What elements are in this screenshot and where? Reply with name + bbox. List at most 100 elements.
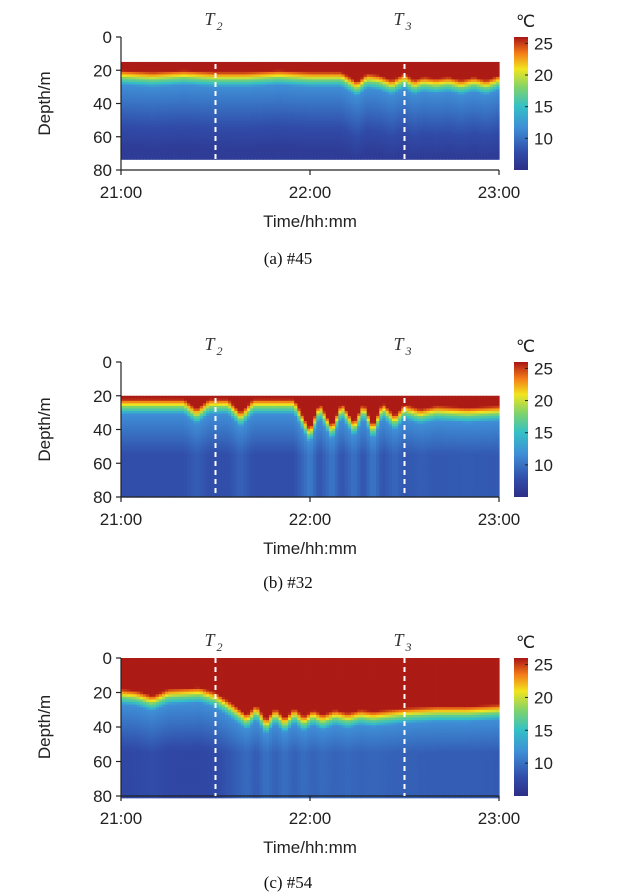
heatmap-cell: [193, 86, 198, 90]
heatmap-cell: [130, 121, 135, 125]
heatmap-cell: [256, 61, 261, 66]
heatmap-cell: [250, 71, 254, 75]
heatmap-cell: [215, 121, 220, 125]
heatmap-cell: [196, 156, 201, 160]
heatmap-cell: [180, 136, 185, 140]
heatmap-cell: [231, 144, 235, 148]
heatmap-cell: [133, 81, 138, 85]
heatmap-cell: [212, 116, 217, 120]
heatmap-cell: [171, 74, 176, 78]
heatmap-cell: [139, 84, 144, 88]
heatmap-cell: [177, 69, 182, 73]
heatmap-cell: [250, 76, 254, 80]
heatmap-cell: [193, 101, 198, 105]
heatmap-cell: [212, 124, 217, 128]
heatmap-cell: [228, 64, 232, 68]
heatmap-cell: [256, 106, 261, 110]
heatmap-cell: [234, 74, 239, 78]
heatmap-cell: [136, 116, 141, 120]
heatmap-cell: [240, 136, 245, 140]
heatmap-cell: [177, 76, 182, 80]
heatmap-cell: [193, 61, 198, 66]
heatmap-cell: [161, 106, 166, 110]
heatmap-cell: [177, 149, 182, 153]
heatmap-cell: [127, 126, 132, 130]
heatmap-cell: [237, 84, 242, 88]
heatmap-cell: [209, 154, 213, 158]
heatmap-cell: [234, 94, 239, 98]
heatmap-cell: [168, 136, 172, 140]
heatmap-cell: [155, 154, 160, 158]
heatmap-cell: [209, 119, 213, 123]
heatmap-cell: [168, 99, 172, 103]
heatmap-cell: [143, 64, 147, 68]
heatmap-cell: [184, 154, 188, 158]
heatmap-cell: [234, 154, 239, 158]
heatmap-cell: [180, 146, 185, 150]
heatmap-cell: [253, 114, 258, 118]
heatmap-cell: [124, 84, 128, 88]
heatmap-cell: [161, 124, 166, 128]
heatmap-cell: [168, 76, 172, 80]
heatmap-cell: [184, 81, 188, 85]
heatmap-cell: [139, 91, 144, 95]
heatmap-cell: [190, 71, 195, 75]
heatmap-cell: [174, 151, 179, 155]
heatmap-cell: [256, 154, 261, 158]
heatmap-cell: [168, 151, 172, 155]
heatmap-cell: [221, 106, 226, 110]
heatmap-cell: [237, 79, 242, 83]
heatmap-cell: [253, 106, 258, 110]
heatmap-cell: [259, 79, 264, 83]
heatmap-cell: [124, 94, 128, 98]
heatmap-cell: [124, 131, 128, 135]
heatmap-cell: [168, 109, 172, 113]
heatmap-cell: [256, 149, 261, 153]
heatmap-cell: [130, 86, 135, 90]
heatmap-cell: [202, 71, 207, 75]
heatmap-cell: [193, 149, 198, 153]
heatmap-cell: [190, 69, 195, 73]
heatmap-cell: [199, 64, 204, 68]
heatmap-cell: [209, 109, 213, 113]
heatmap-cell: [265, 156, 270, 160]
heatmap-cell: [259, 71, 264, 75]
heatmap-cell: [243, 104, 248, 108]
heatmap-cell: [130, 131, 135, 135]
heatmap-cell: [127, 69, 132, 73]
heatmap-cell: [247, 144, 251, 148]
heatmap-cell: [146, 81, 150, 85]
heatmap-cell: [161, 126, 166, 130]
heatmap-cell: [234, 131, 239, 135]
heatmap-cell: [224, 139, 229, 143]
heatmap-cell: [234, 96, 239, 100]
heatmap-cell: [247, 119, 251, 123]
heatmap-cell: [124, 71, 128, 75]
heatmap-cell: [199, 96, 204, 100]
heatmap-cell: [127, 64, 132, 68]
heatmap-cell: [152, 126, 157, 130]
heatmap-cell: [224, 121, 229, 125]
heatmap-cell: [124, 96, 128, 100]
heatmap-cell: [130, 154, 135, 158]
heatmap-cell: [228, 89, 232, 93]
heatmap-cell: [177, 66, 182, 71]
heatmap-cell: [237, 134, 242, 138]
heatmap-cell: [149, 96, 154, 100]
heatmap-cell: [196, 86, 201, 90]
heatmap-cell: [133, 104, 138, 108]
heatmap-cell: [253, 84, 258, 88]
heatmap-cell: [243, 119, 248, 123]
heatmap-cell: [139, 79, 144, 83]
heatmap-cell: [237, 74, 242, 78]
heatmap-cell: [158, 149, 163, 153]
heatmap-cell: [190, 121, 195, 125]
heatmap-cell: [253, 66, 258, 71]
heatmap-cell: [184, 149, 188, 153]
heatmap-cell: [206, 64, 210, 68]
heatmap-cell: [224, 131, 229, 135]
heatmap-cell: [136, 66, 141, 71]
heatmap-cell: [158, 104, 163, 108]
heatmap-cell: [234, 61, 239, 66]
heatmap-cell: [130, 106, 135, 110]
